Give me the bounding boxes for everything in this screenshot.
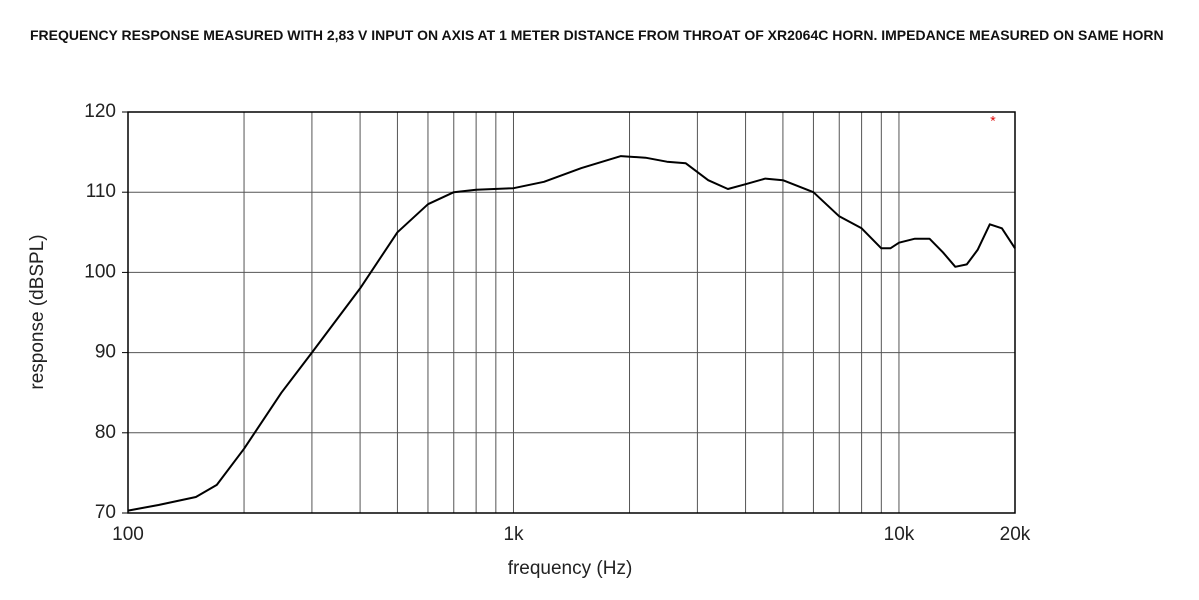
logo-star: * <box>990 113 996 129</box>
y-tick-label: 80 <box>95 422 116 443</box>
y-tick-label: 100 <box>84 261 116 282</box>
response-line <box>127 155 1016 512</box>
plot-frame <box>127 111 1016 514</box>
y-axis-label: response (dBSPL) <box>27 234 48 389</box>
y-tick-label: 120 <box>84 101 116 122</box>
chart-title: FREQUENCY RESPONSE MEASURED WITH 2,83 V … <box>30 27 1164 43</box>
y-tick-label: 90 <box>95 342 116 363</box>
x-tick-label: 100 <box>112 524 144 545</box>
y-tick-label: 70 <box>95 502 116 523</box>
x-tick-label: 20k <box>1000 524 1031 545</box>
x-axis-label: frequency (Hz) <box>508 558 633 579</box>
x-tick-label: 10k <box>884 524 915 545</box>
x-tick-label: 1k <box>503 524 524 545</box>
y-tick-label: 110 <box>86 181 116 202</box>
